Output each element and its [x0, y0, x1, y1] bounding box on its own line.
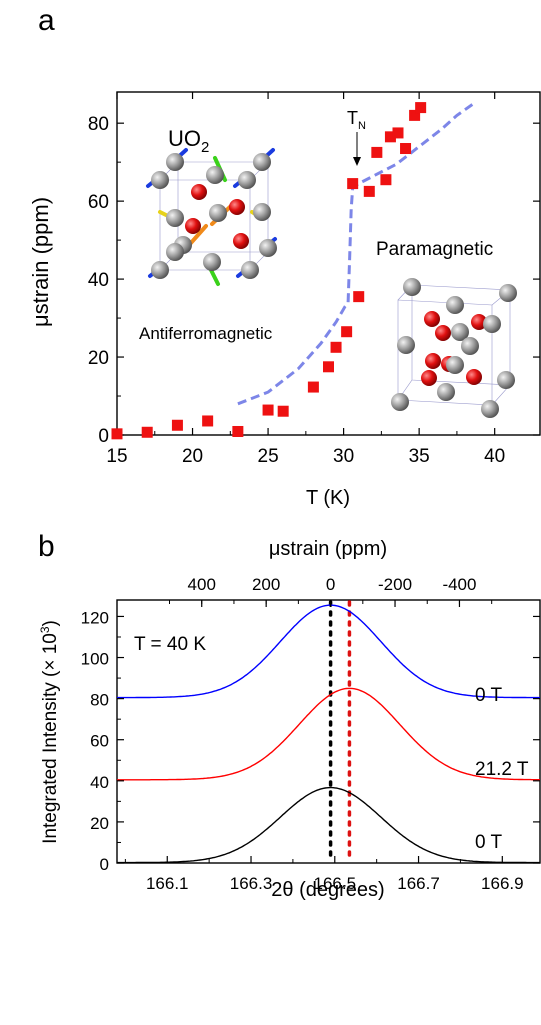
- intensity-curve: [117, 687, 540, 781]
- x-tick-label: 35: [409, 446, 430, 467]
- data-point: [323, 361, 334, 373]
- series-label-0T-top: 0 T: [475, 685, 503, 706]
- y-tick-label: 0: [98, 426, 109, 447]
- x-tick-label: 40: [484, 446, 505, 467]
- data-point: [232, 425, 244, 437]
- panel-a-frame: [116, 91, 541, 436]
- data-point: [415, 102, 427, 114]
- data-point: [392, 127, 404, 139]
- series-label-0T-bottom: 0 T: [475, 832, 503, 853]
- antiferromagnetic-label: Antiferromagnetic: [139, 324, 273, 343]
- panel-a: a 15 20 25 30 35 40 0 20 40 60 80 T (K) μstrain (p…: [28, 4, 541, 509]
- paramagnetic-crystal-illustration: [391, 278, 517, 418]
- y-tick-label: 60: [90, 732, 109, 751]
- y-tick-label: 20: [90, 814, 109, 833]
- tn-arrow-head: [353, 157, 361, 166]
- x-tick-label: 30: [333, 446, 354, 467]
- y-tick-label: 40: [90, 773, 109, 792]
- top-x-tick-label: 0: [326, 575, 335, 594]
- top-x-tick-label: -400: [442, 575, 476, 594]
- data-point: [363, 185, 375, 197]
- uo2-label: UO2: [168, 126, 209, 156]
- panel-b-top-xlabel: μstrain (ppm): [269, 538, 387, 560]
- temperature-annotation: T = 40 K: [134, 634, 206, 655]
- x-tick-label: 25: [258, 446, 279, 467]
- top-x-tick-label: 400: [188, 575, 216, 594]
- y-tick-label: 100: [81, 650, 109, 669]
- y-tick-label: 60: [88, 192, 109, 213]
- tn-label: TN: [347, 108, 366, 132]
- data-point: [330, 341, 342, 353]
- panel-b-label: b: [38, 530, 55, 563]
- panel-b-ylabel: Integrated Intensity (× 103): [38, 620, 61, 844]
- panel-a-series: [111, 102, 475, 440]
- panel-b-frame: [116, 599, 541, 864]
- panel-b-series: [117, 604, 540, 864]
- data-point: [380, 174, 392, 186]
- panel-b-reference-lines: [328, 600, 352, 863]
- antiferromagnetic-crystal-illustration: [146, 148, 277, 286]
- top-x-tick-label: 200: [252, 575, 280, 594]
- y-tick-label: 120: [81, 608, 109, 627]
- data-point: [141, 426, 153, 438]
- y-tick-label: 20: [88, 348, 109, 369]
- y-tick-label: 40: [88, 270, 109, 291]
- y-tick-label: 80: [90, 691, 109, 710]
- x-tick-label: 166.9: [481, 874, 524, 893]
- panel-a-ylabel: μstrain (ppm): [28, 197, 53, 327]
- intensity-curve: [117, 604, 540, 699]
- y-tick-label: 80: [88, 114, 109, 135]
- data-point: [371, 146, 383, 158]
- x-tick-label: 20: [182, 446, 203, 467]
- data-point: [341, 326, 353, 338]
- top-x-tick-label: -200: [378, 575, 412, 594]
- dashed-guide-line: [237, 102, 475, 406]
- x-tick-label: 15: [106, 446, 127, 467]
- y-tick-label: 0: [100, 855, 109, 874]
- data-point: [277, 405, 289, 417]
- paramagnetic-label: Paramagnetic: [376, 239, 493, 260]
- data-point: [307, 381, 319, 393]
- data-point: [202, 415, 214, 427]
- data-point: [409, 109, 421, 121]
- x-tick-label: 166.3: [230, 874, 273, 893]
- intensity-curve: [117, 786, 540, 864]
- series-label-21T: 21.2 T: [475, 759, 529, 780]
- data-point: [262, 404, 274, 416]
- data-point: [347, 178, 359, 190]
- panel-b-xlabel: 2θ (degrees): [271, 879, 384, 901]
- panel-a-label: a: [38, 4, 55, 37]
- data-point: [400, 143, 412, 155]
- data-point: [353, 291, 365, 303]
- x-tick-label: 166.1: [146, 874, 189, 893]
- panel-a-xlabel: T (K): [306, 487, 350, 509]
- data-point: [384, 131, 396, 143]
- x-tick-label: 166.5: [314, 874, 357, 893]
- x-tick-label: 166.7: [397, 874, 440, 893]
- data-point: [171, 419, 183, 431]
- data-point: [111, 428, 123, 440]
- panel-a-ticks: 15 20 25 30 35 40 0 20 40 60 80: [88, 92, 540, 467]
